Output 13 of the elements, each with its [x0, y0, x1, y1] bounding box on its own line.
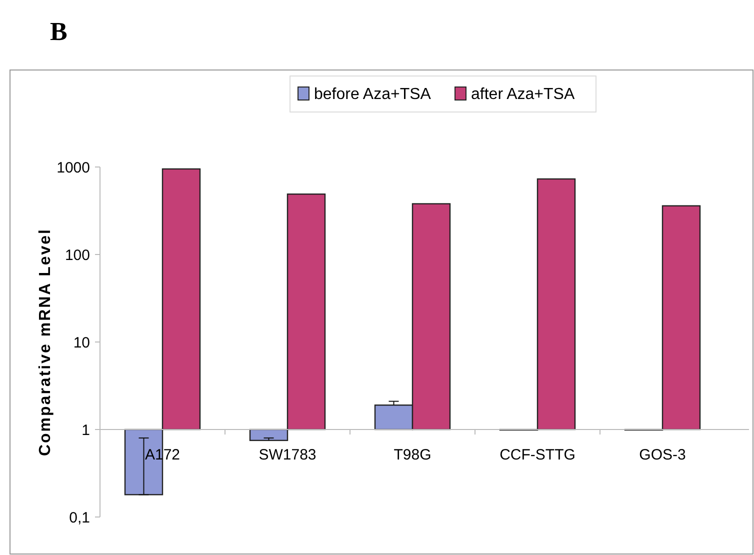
- y-tick-label: 0,1: [69, 509, 90, 526]
- legend-label: before Aza+TSA: [314, 86, 432, 103]
- y-tick-label: 100: [64, 246, 90, 264]
- x-tick-label: CCF-STTG: [500, 446, 576, 464]
- legend-label: after Aza+TSA: [471, 86, 575, 103]
- y-tick-label: 1000: [56, 159, 90, 176]
- text: B: [50, 17, 68, 46]
- x-tick-label: SW1783: [258, 446, 316, 464]
- y-tick-label: 1: [82, 422, 90, 439]
- y-tick-label: 10: [73, 334, 90, 352]
- x-tick-label: T98G: [394, 446, 432, 464]
- y-axis-title: Comparative mRNA Level: [37, 228, 54, 456]
- x-tick-label: GOS-3: [639, 446, 686, 464]
